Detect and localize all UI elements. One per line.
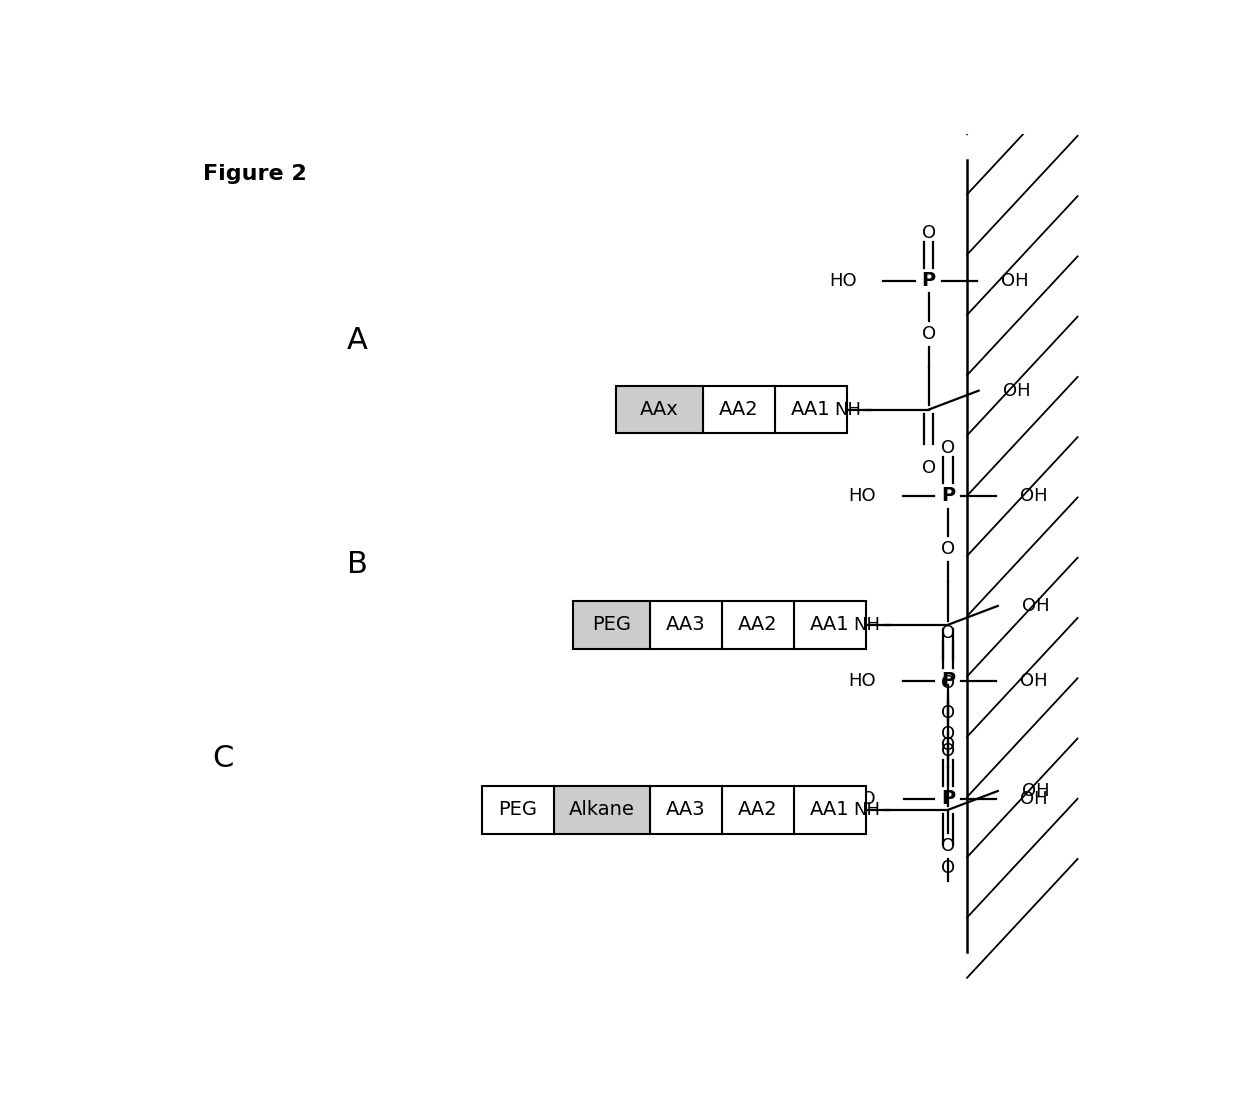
- Text: A: A: [347, 326, 368, 356]
- Text: O: O: [941, 742, 955, 760]
- Text: OH: OH: [1019, 672, 1048, 690]
- Text: AA2: AA2: [738, 615, 777, 634]
- Text: OH: OH: [1019, 789, 1048, 807]
- Text: AA1: AA1: [791, 400, 831, 419]
- Text: O: O: [941, 540, 955, 558]
- Text: OH: OH: [1019, 486, 1048, 504]
- Text: O: O: [941, 859, 955, 877]
- Text: Figure 2: Figure 2: [203, 164, 306, 184]
- Text: AA1: AA1: [810, 800, 849, 819]
- Text: AA2: AA2: [738, 800, 777, 819]
- Text: P: P: [941, 486, 955, 505]
- Text: B: B: [347, 550, 368, 579]
- Text: O: O: [941, 674, 955, 692]
- FancyBboxPatch shape: [650, 601, 722, 648]
- Text: Alkane: Alkane: [569, 800, 635, 819]
- FancyBboxPatch shape: [794, 786, 866, 834]
- FancyBboxPatch shape: [616, 386, 703, 434]
- Text: NH: NH: [853, 616, 880, 634]
- Text: AA1: AA1: [810, 615, 849, 634]
- Text: P: P: [921, 271, 936, 290]
- Text: O: O: [921, 224, 936, 243]
- Text: NH: NH: [835, 400, 862, 418]
- Text: O: O: [941, 625, 955, 643]
- Text: OH: OH: [1001, 272, 1028, 290]
- FancyBboxPatch shape: [703, 386, 775, 434]
- Text: NH: NH: [853, 800, 880, 819]
- FancyBboxPatch shape: [554, 786, 650, 834]
- Text: PEG: PEG: [498, 800, 537, 819]
- Text: O: O: [941, 837, 955, 855]
- FancyBboxPatch shape: [775, 386, 847, 434]
- Text: P: P: [941, 789, 955, 808]
- Text: HO: HO: [848, 672, 875, 690]
- FancyBboxPatch shape: [722, 786, 794, 834]
- Text: O: O: [941, 439, 955, 457]
- Text: OH: OH: [1003, 381, 1030, 400]
- Text: OH: OH: [1022, 597, 1049, 615]
- Text: O: O: [921, 325, 936, 343]
- Text: HO: HO: [828, 272, 857, 290]
- Text: HO: HO: [848, 789, 875, 807]
- FancyBboxPatch shape: [482, 786, 554, 834]
- FancyBboxPatch shape: [573, 601, 650, 648]
- Text: AA3: AA3: [666, 615, 706, 634]
- FancyBboxPatch shape: [722, 601, 794, 648]
- Text: O: O: [941, 737, 955, 755]
- Text: AA2: AA2: [719, 400, 759, 419]
- Text: O: O: [941, 726, 955, 743]
- FancyBboxPatch shape: [650, 786, 722, 834]
- Text: P: P: [941, 671, 955, 690]
- Text: C: C: [213, 743, 234, 773]
- Text: PEG: PEG: [591, 615, 631, 634]
- Text: OH: OH: [1022, 781, 1049, 800]
- Text: HO: HO: [848, 486, 875, 504]
- Text: O: O: [941, 703, 955, 721]
- Text: AA3: AA3: [666, 800, 706, 819]
- FancyBboxPatch shape: [794, 601, 866, 648]
- Text: O: O: [921, 458, 936, 476]
- Text: AAx: AAx: [640, 400, 680, 419]
